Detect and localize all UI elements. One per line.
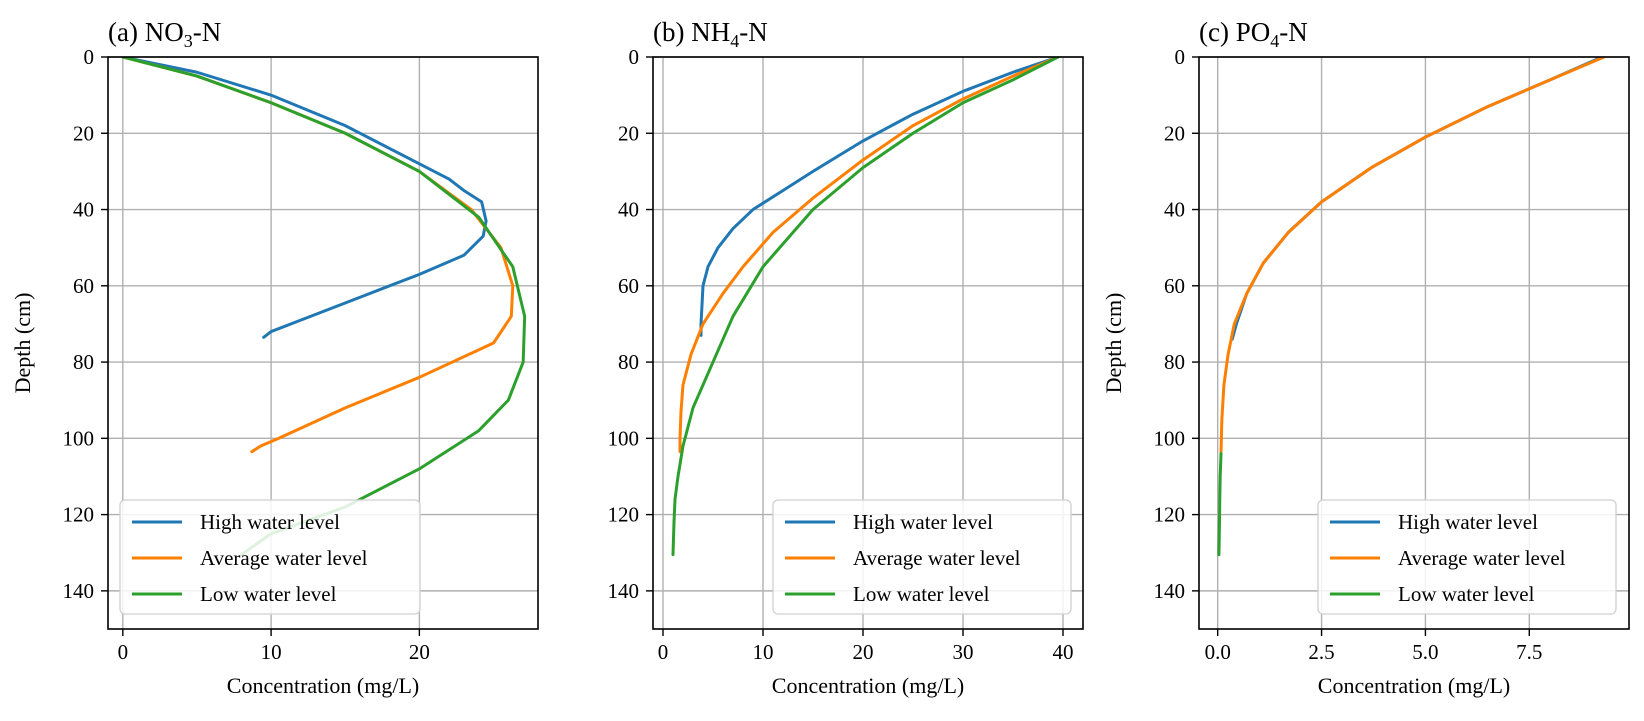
- y-tick-label: 120: [63, 503, 95, 527]
- y-tick-label: 40: [1164, 198, 1185, 222]
- panel-po4: 0.0 2.5 5.0 7.5 0 20 40 60 80 100 120 140 (c) PO4-N C…: [1101, 17, 1630, 698]
- panel-title-main: (a) NO: [108, 17, 184, 47]
- legend: High water level Average water level Low w…: [119, 499, 421, 615]
- series-line-high-water-level: [121, 57, 488, 339]
- panel-title-main: (b) NH: [653, 17, 730, 47]
- panel-title-subscript: 4: [1270, 31, 1279, 51]
- x-tick-label: 10: [753, 640, 774, 664]
- y-tick-label: 120: [608, 503, 640, 527]
- series-line-average-water-level: [678, 57, 1060, 454]
- legend-label: Low water level: [853, 582, 990, 606]
- panel-no3: 0 10 20 0 20 40 60 80 100 120 140 (a) NO3-N Concentr…: [10, 17, 539, 698]
- y-tick-label: 60: [1164, 274, 1185, 298]
- x-axis-label: Concentration (mg/L): [227, 673, 419, 698]
- legend: High water level Average water level Low w…: [772, 499, 1072, 615]
- x-tick-label: 2.5: [1308, 640, 1334, 664]
- legend-label: High water level: [853, 510, 993, 534]
- y-tick-label: 100: [1154, 426, 1186, 450]
- y-tick-label: 20: [1164, 121, 1185, 145]
- legend: High water level Average water level Low w…: [1317, 499, 1617, 615]
- y-tick-label: 0: [629, 45, 640, 69]
- y-tick-label: 100: [608, 426, 640, 450]
- x-tick-label: 0: [658, 640, 669, 664]
- y-tick-label: 120: [1154, 503, 1186, 527]
- legend-label: Average water level: [200, 546, 368, 570]
- panel-title: (c) PO4-N: [1199, 17, 1308, 51]
- y-tick-label: 40: [618, 198, 639, 222]
- y-tick-label: 80: [618, 350, 639, 374]
- panel-title: (a) NO3-N: [108, 17, 221, 51]
- y-tick-label: 60: [618, 274, 639, 298]
- y-tick-label: 100: [63, 426, 95, 450]
- legend-label: Low water level: [1398, 582, 1535, 606]
- x-axis-label: Concentration (mg/L): [772, 673, 964, 698]
- legend-label: Low water level: [200, 582, 337, 606]
- y-axis-label: Depth (cm): [10, 293, 35, 394]
- x-axis-label: Concentration (mg/L): [1318, 673, 1510, 698]
- y-tick-label: 0: [1175, 45, 1186, 69]
- series-group: [1217, 57, 1606, 557]
- legend-label: Average water level: [853, 546, 1021, 570]
- series-line-low-water-level: [671, 57, 1060, 557]
- x-tick-label: 30: [953, 640, 974, 664]
- y-tick-label: 140: [608, 579, 640, 603]
- x-tick-label: 40: [1053, 640, 1074, 664]
- y-tick-label: 20: [73, 121, 94, 145]
- y-axis-label: Depth (cm): [1101, 293, 1126, 394]
- panel-title-tail: -N: [193, 17, 222, 47]
- legend-label: High water level: [200, 510, 340, 534]
- panel-title-tail: -N: [1279, 17, 1308, 47]
- axes-frame: [652, 56, 1084, 630]
- x-tick-label: 20: [409, 640, 430, 664]
- x-tick-label: 10: [261, 640, 282, 664]
- panel-title-subscript: 3: [184, 31, 193, 51]
- y-tick-label: 0: [84, 45, 95, 69]
- series-line-low-water-level: [1217, 452, 1223, 557]
- y-tick-label: 40: [73, 198, 94, 222]
- x-tick-label: 7.5: [1516, 640, 1542, 664]
- panel-title-main: (c) PO: [1199, 17, 1270, 47]
- y-tick-label: 140: [1154, 579, 1186, 603]
- series-line-high-water-level: [699, 57, 1060, 337]
- y-tick-label: 60: [73, 274, 94, 298]
- x-tick-label: 20: [853, 640, 874, 664]
- x-tick-label: 0.0: [1205, 640, 1231, 664]
- y-tick-label: 20: [618, 121, 639, 145]
- legend-label: High water level: [1398, 510, 1538, 534]
- legend-box: [772, 499, 1072, 615]
- series-group: [121, 57, 527, 557]
- x-tick-label: 5.0: [1412, 640, 1438, 664]
- axes-frame: [1198, 56, 1630, 630]
- legend-box: [119, 499, 421, 615]
- panel-title: (b) NH4-N: [653, 17, 768, 51]
- legend-box: [1317, 499, 1617, 615]
- y-tick-label: 80: [1164, 350, 1185, 374]
- y-tick-label: 140: [63, 579, 95, 603]
- x-tick-label: 0: [118, 640, 129, 664]
- series-line-average-water-level: [1219, 57, 1606, 454]
- panel-nh4: 0 10 20 30 40 0 20 40 60 80 100 120 140 (b) NH4-N Conc…: [608, 17, 1084, 698]
- panel-title-subscript: 4: [730, 31, 739, 51]
- series-line-low-water-level: [121, 57, 527, 557]
- panel-title-tail: -N: [739, 17, 768, 47]
- y-tick-label: 80: [73, 350, 94, 374]
- axes-frame: [107, 56, 539, 630]
- legend-label: Average water level: [1398, 546, 1566, 570]
- series-group: [671, 57, 1060, 557]
